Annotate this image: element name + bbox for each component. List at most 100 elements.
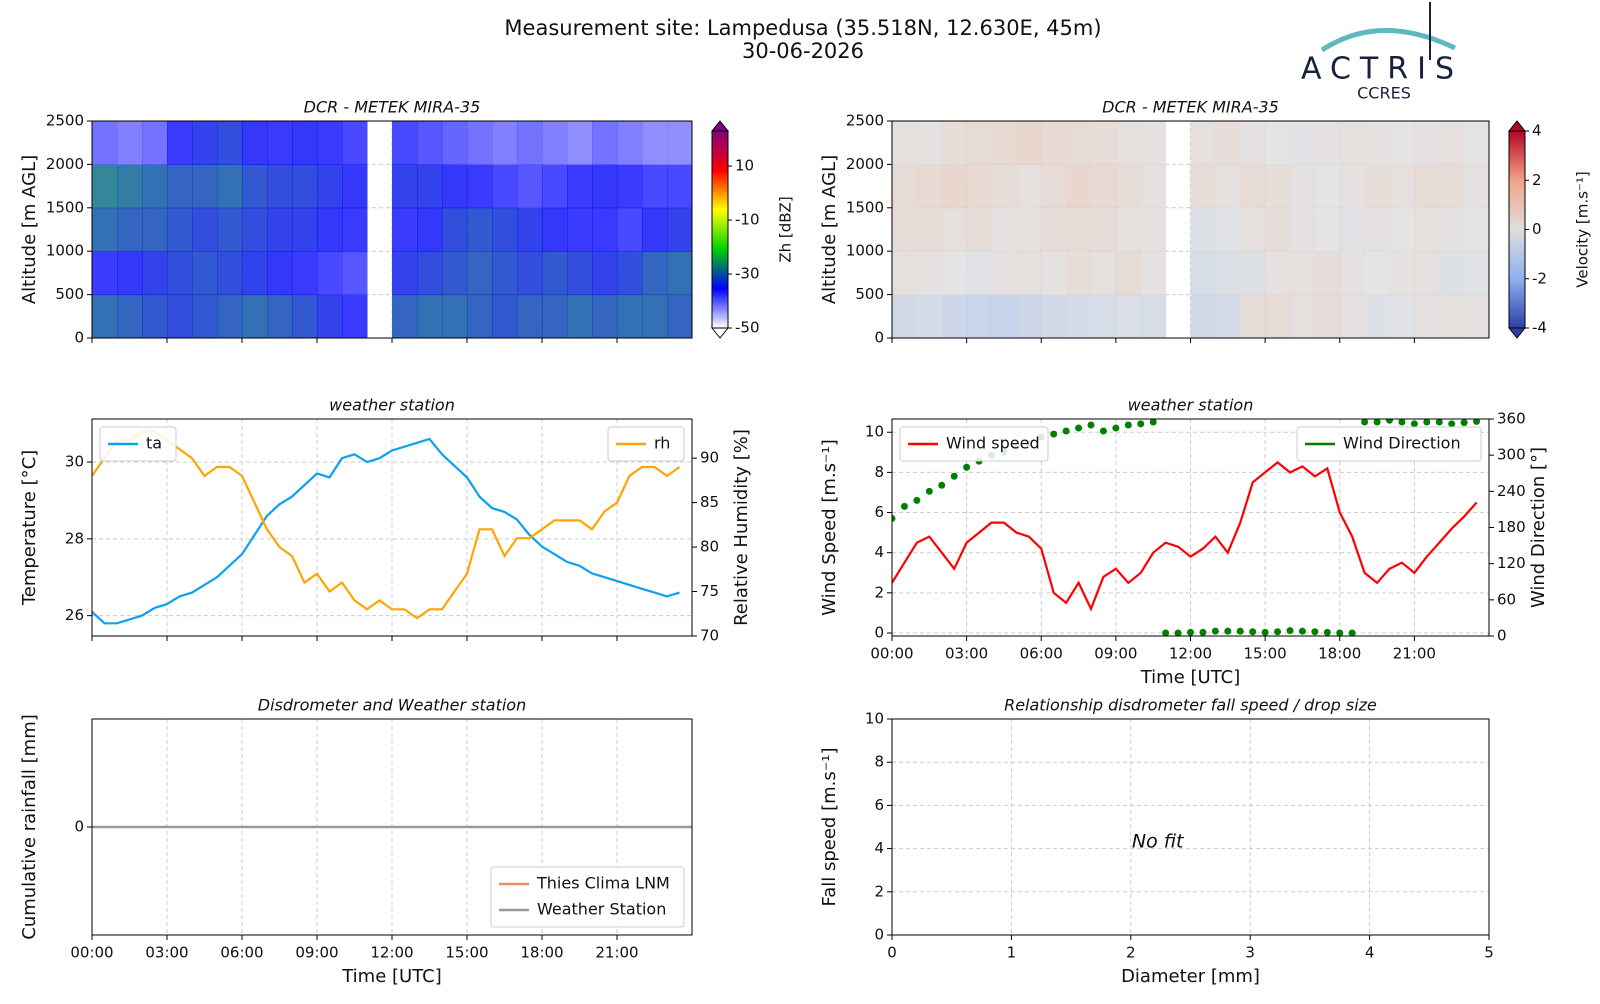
heat-cell	[892, 294, 918, 338]
marker	[1087, 421, 1095, 429]
heat-cell	[117, 207, 143, 252]
logo-text: ACTRIS	[1301, 52, 1463, 87]
heat-cell	[991, 164, 1017, 209]
y-tick-label: 0	[874, 623, 884, 641]
heat-cell	[1215, 121, 1241, 165]
marker	[1075, 424, 1083, 432]
x-tick-label: 12:00	[370, 944, 413, 962]
legend-label: ta	[146, 434, 162, 453]
heat-cell	[1439, 121, 1465, 165]
heat-cell	[317, 164, 343, 209]
heat-cell	[317, 251, 343, 296]
heat-cell	[217, 121, 243, 165]
annotation: No fit	[1132, 831, 1185, 853]
y-tick-label: 6	[874, 796, 884, 814]
heat-cell	[517, 294, 543, 338]
marker	[1460, 419, 1468, 427]
x-tick-label: 18:00	[1318, 645, 1361, 663]
heat-cell	[617, 294, 643, 338]
heat-cell	[292, 251, 318, 296]
heat-cell	[167, 207, 193, 252]
y2-tick-label: 75	[700, 582, 719, 600]
heat-cell	[1115, 207, 1142, 252]
heat-cell	[1414, 294, 1440, 338]
legend: Thies Clima LNM Weather Station	[490, 866, 685, 928]
heat-cell	[1115, 121, 1142, 165]
marker	[1224, 627, 1232, 635]
line	[892, 460, 1478, 612]
axes-frame	[891, 418, 1490, 637]
heat-cell	[1240, 164, 1266, 209]
heat-cell	[442, 164, 468, 209]
x-tick-label: 06:00	[220, 944, 263, 962]
line	[92, 430, 681, 620]
y-tick-label: 28	[65, 529, 84, 547]
heat-cell	[1091, 294, 1117, 338]
heat-cell	[92, 164, 118, 209]
y-tick-label: 10	[865, 710, 884, 728]
marker	[1336, 629, 1344, 636]
y-tick-label: 4	[874, 839, 884, 857]
heat-cell	[617, 164, 643, 209]
heat-cell	[92, 121, 118, 165]
heat-cell	[892, 164, 918, 209]
heat-cell	[542, 251, 568, 296]
heat-cell	[392, 121, 418, 165]
x-tick-label: 09:00	[1094, 645, 1137, 663]
y-tick-label: 500	[855, 285, 884, 303]
y-axis-label: Altitude [m AGL]	[819, 155, 840, 304]
marker	[1410, 420, 1418, 428]
legend: Wind speed	[899, 426, 1049, 462]
heat-cell	[1016, 164, 1042, 209]
x-tick-label: 18:00	[520, 944, 563, 962]
heat-cell	[167, 294, 193, 338]
heat-cell	[1339, 121, 1366, 165]
heat-cell	[1066, 121, 1092, 165]
colorbar-tick-label: -30	[735, 265, 760, 283]
heat-cell	[517, 164, 543, 209]
marker	[925, 487, 933, 495]
heat-cell	[192, 294, 218, 338]
marker	[1149, 419, 1157, 426]
x-axis-label: Time [UTC]	[1140, 667, 1241, 688]
heat-cell	[467, 251, 493, 296]
y-tick-label: 6	[874, 503, 884, 521]
y-tick-label: 8	[874, 753, 884, 771]
x-axis-label: Time [UTC]	[341, 966, 442, 987]
x-tick-label: 09:00	[295, 944, 338, 962]
x-tick-label: 15:00	[1244, 645, 1287, 663]
heat-cell	[1066, 207, 1092, 252]
legend: Wind Direction	[1296, 426, 1482, 462]
heat-cell	[941, 207, 968, 252]
heat-cell	[92, 207, 118, 252]
marker	[1298, 627, 1306, 635]
heat-cell	[642, 121, 668, 165]
y2-tick-label: 120	[1497, 554, 1526, 572]
heat-cell	[1314, 164, 1341, 209]
marker	[1050, 430, 1058, 438]
heat-cell	[1389, 251, 1415, 296]
heat-cell	[492, 251, 518, 296]
heat-cell	[317, 207, 343, 252]
heat-cell	[442, 121, 468, 165]
heat-cell	[117, 164, 143, 209]
x-tick-label: 4	[1365, 944, 1375, 962]
y-tick-label: 4	[874, 543, 884, 561]
heat-cell	[1339, 294, 1366, 338]
heat-cell	[1140, 294, 1167, 338]
heat-cell	[117, 121, 143, 165]
heat-cell	[1364, 164, 1390, 209]
marker	[1361, 419, 1369, 426]
heat-cell	[492, 294, 518, 338]
heat-cell	[417, 207, 443, 252]
heat-cell	[142, 164, 168, 209]
y-tick-label: 2500	[46, 112, 84, 130]
heat-cell	[567, 121, 593, 165]
heat-cell	[142, 121, 168, 165]
heat-cell	[267, 207, 293, 252]
heat-cell	[1364, 121, 1390, 165]
colorbar-label: Zh [dBZ]	[777, 196, 795, 262]
heat-cell	[292, 121, 318, 165]
heat-cell	[92, 294, 118, 338]
heat-cell	[1190, 207, 1216, 252]
